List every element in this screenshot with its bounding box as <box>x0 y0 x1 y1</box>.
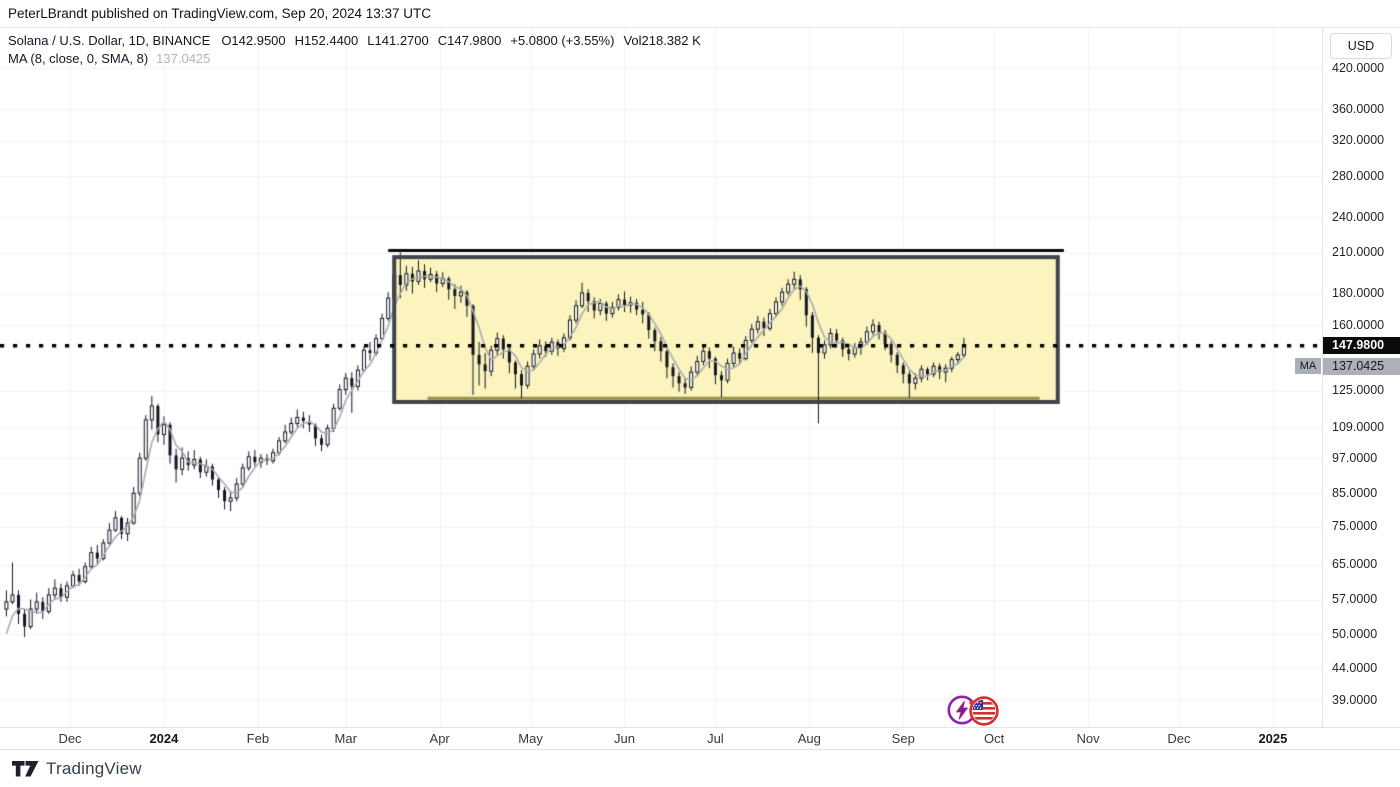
ma-indicator-value: 137.0425 <box>156 51 211 66</box>
reaction-stickers <box>946 694 1002 728</box>
legend-close-value: C147.9800 <box>437 33 502 48</box>
price-chart-canvas <box>0 28 1322 727</box>
publish-header-bar: PeterLBrandt published on TradingView.co… <box>0 0 1400 28</box>
time-axis-label: 2025 <box>1258 731 1288 746</box>
time-axis-label: Sep <box>891 731 915 746</box>
time-axis-label: Nov <box>1076 731 1100 746</box>
price-axis-label: 50.0000 <box>1332 626 1378 641</box>
currency-toggle-button[interactable]: USD <box>1330 33 1392 59</box>
time-axis-label: Jun <box>614 731 635 746</box>
price-axis-label: 75.0000 <box>1332 519 1378 534</box>
us-flag-sticker-icon <box>969 696 999 726</box>
legend-open-value: O142.9500 <box>221 33 286 48</box>
legend-volume-value: Vol218.382 K <box>623 33 701 48</box>
time-axis-label: Apr <box>429 731 450 746</box>
time-axis-label: 2024 <box>149 731 179 746</box>
price-axis-label: 85.0000 <box>1332 485 1378 500</box>
price-axis-label: 97.0000 <box>1332 450 1378 465</box>
ma-indicator-label: MA (8, close, 0, SMA, 8) <box>8 51 149 66</box>
price-axis-label: 280.0000 <box>1332 168 1385 183</box>
price-axis-label: 210.0000 <box>1332 245 1385 260</box>
legend-high-value: H152.4400 <box>294 33 359 48</box>
price-axis-label: 44.0000 <box>1332 660 1378 675</box>
tradingview-brand[interactable]: TradingView <box>12 759 142 779</box>
last-price-badge: 147.9800 <box>1323 337 1400 355</box>
price-axis-label: 109.0000 <box>1332 419 1385 434</box>
price-axis-label: 65.0000 <box>1332 557 1378 572</box>
time-axis: Dec 2024 Feb Mar Apr May Jun Jul Aug Sep Oct Nov Dec… <box>0 727 1400 750</box>
ma-axis-tag: MA <box>1295 358 1321 375</box>
ma-value-badge: 137.0425 <box>1323 358 1400 376</box>
tradingview-logo-icon <box>12 761 39 777</box>
price-axis-label: 420.0000 <box>1332 60 1385 75</box>
time-axis-label: Jul <box>707 731 724 746</box>
time-axis-label: Dec <box>58 731 82 746</box>
tradingview-logo-text: TradingView <box>46 759 142 778</box>
time-axis-label: Oct <box>984 731 1005 746</box>
price-axis: USD 420.0000 360.0000 320.0000 280.0000 240.… <box>1322 28 1400 727</box>
price-axis-label: 125.0000 <box>1332 383 1385 398</box>
price-axis-label: 320.0000 <box>1332 133 1385 148</box>
time-axis-label: Dec <box>1167 731 1191 746</box>
symbol-title: Solana / U.S. Dollar, 1D, BINANCE <box>8 33 211 48</box>
price-axis-label: 180.0000 <box>1332 286 1385 301</box>
price-axis-label: 360.0000 <box>1332 101 1385 116</box>
time-axis-label: Aug <box>797 731 821 746</box>
price-axis-label: 160.0000 <box>1332 317 1385 332</box>
time-axis-label: Feb <box>246 731 270 746</box>
chart-pane: Solana / U.S. Dollar, 1D, BINANCE O142.9… <box>0 28 1322 727</box>
price-axis-label: 240.0000 <box>1332 209 1385 224</box>
symbol-legend: Solana / U.S. Dollar, 1D, BINANCE O142.9… <box>8 33 701 48</box>
footer-bar: TradingView <box>0 750 1400 787</box>
price-axis-label: 39.0000 <box>1332 692 1378 707</box>
legend-low-value: L141.2700 <box>367 33 429 48</box>
published-caption: PeterLBrandt published on TradingView.co… <box>8 6 432 21</box>
time-axis-label: May <box>518 731 543 746</box>
ma-indicator-legend: MA (8, close, 0, SMA, 8) 137.0425 <box>8 51 210 66</box>
price-axis-label: 57.0000 <box>1332 592 1378 607</box>
time-axis-label: Mar <box>334 731 357 746</box>
legend-change-value: +5.0800 (+3.55%) <box>510 33 615 48</box>
